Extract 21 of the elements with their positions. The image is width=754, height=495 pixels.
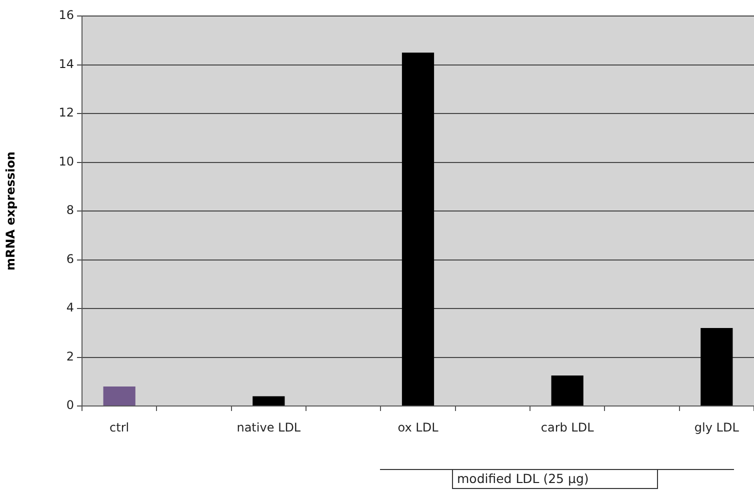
bar: [551, 376, 584, 406]
y-axis-title: mRNA expression: [3, 152, 18, 270]
bar: [252, 396, 285, 406]
bar: [700, 328, 733, 406]
y-tick-label: 14: [58, 56, 74, 71]
x-tick-label: native LDL: [236, 420, 301, 434]
y-tick-label: 0: [66, 398, 74, 412]
x-tick-label: gly LDL: [694, 420, 740, 434]
bar: [402, 52, 434, 406]
y-tick-label: 8: [66, 203, 74, 218]
y-tick-label: 2: [66, 349, 74, 364]
x-tick-label: ctrl: [110, 420, 130, 434]
y-tick-label: 16: [58, 8, 74, 22]
y-tick-label: 12: [58, 106, 74, 120]
bar: [103, 386, 136, 406]
x-tick-label: ox LDL: [398, 420, 439, 434]
text: modified LDL (25 µg): [452, 469, 658, 489]
y-tick-label: 4: [66, 300, 74, 315]
y-tick-label: 10: [58, 154, 74, 168]
y-tick-label: 6: [66, 252, 74, 266]
x-tick-label: carb LDL: [540, 420, 594, 434]
